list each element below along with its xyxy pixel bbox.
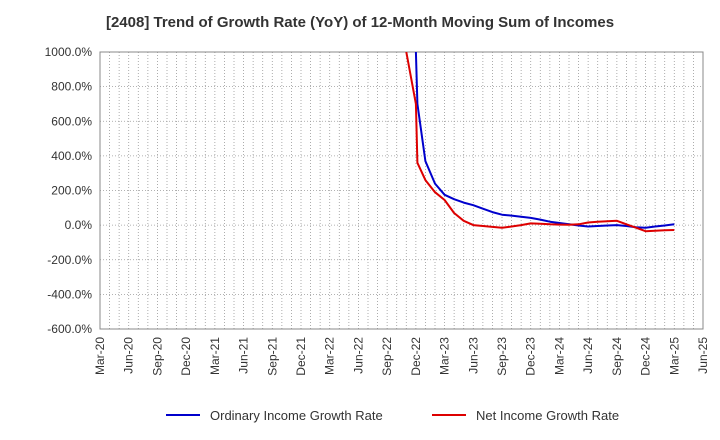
legend-line-ordinary-income [166, 414, 200, 416]
legend-label-net-income: Net Income Growth Rate [476, 407, 620, 423]
x-tick-label: Mar-23 [438, 337, 452, 375]
y-tick-label: -600.0% [47, 322, 92, 336]
x-tick-label: Sep-23 [495, 337, 509, 376]
y-tick-label: 200.0% [51, 184, 92, 198]
x-tick-label: Sep-22 [380, 337, 394, 376]
y-tick-label: 800.0% [51, 80, 92, 94]
legend-line-net-income [432, 414, 466, 416]
x-tick-label: Dec-20 [179, 337, 193, 376]
x-tick-label: Jun-20 [122, 337, 136, 374]
y-tick-label: 600.0% [51, 114, 92, 128]
x-tick-label: Mar-25 [667, 337, 681, 375]
chart-title: [2408] Trend of Growth Rate (YoY) of 12-… [105, 14, 615, 31]
y-tick-label: 400.0% [51, 149, 92, 163]
x-tick-label: Mar-22 [323, 337, 337, 375]
x-tick-label: Mar-24 [552, 337, 566, 375]
x-tick-label: Mar-20 [93, 337, 107, 375]
x-tick-label: Sep-24 [610, 337, 624, 376]
y-tick-label: 1000.0% [45, 45, 93, 59]
x-tick-label: Jun-21 [237, 337, 251, 374]
legend-item-net-income: Net Income Growth Rate [432, 404, 619, 426]
y-tick-label: 0.0% [65, 218, 93, 232]
plot-background [100, 52, 703, 329]
x-tick-label: Dec-22 [409, 337, 423, 376]
x-tick-label: Jun-25 [696, 337, 710, 374]
x-tick-label: Dec-24 [639, 337, 653, 376]
x-tick-label: Jun-22 [351, 337, 365, 374]
x-tick-label: Sep-20 [150, 337, 164, 376]
x-tick-label: Mar-21 [208, 337, 222, 375]
x-tick-label: Jun-24 [581, 337, 595, 374]
legend: Ordinary Income Growth Rate Net Income G… [0, 404, 720, 426]
x-tick-label: Sep-21 [265, 337, 279, 376]
x-tick-label: Dec-21 [294, 337, 308, 376]
y-tick-label: -400.0% [47, 287, 92, 301]
x-tick-label: Dec-23 [524, 337, 538, 376]
y-tick-label: -200.0% [47, 253, 92, 267]
x-tick-label: Jun-23 [466, 337, 480, 374]
legend-item-ordinary-income: Ordinary Income Growth Rate [166, 404, 383, 426]
series-line-net-income [405, 52, 675, 233]
legend-label-ordinary-income: Ordinary Income Growth Rate [210, 407, 383, 423]
plot-frame [99, 51, 704, 330]
